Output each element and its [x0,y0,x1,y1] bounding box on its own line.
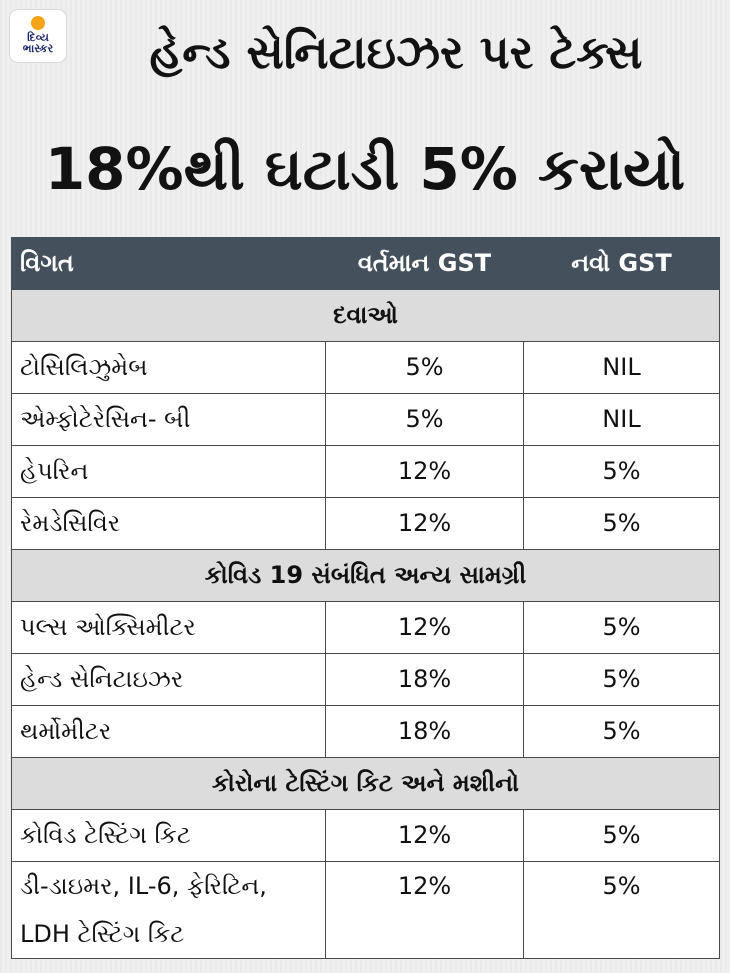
section-row: દવાઓ [11,289,720,342]
headline-line1: હેન્ડ સેનિટાઇઝર પર ટેક્સ [149,25,643,79]
item-name: કોવિડ ટેસ્ટિંગ કિટ [11,809,326,862]
sun-icon [31,16,45,30]
new-gst: 5% [523,809,720,862]
header-new-gst: નવો GST [523,237,720,290]
item-name: ડી-ડાઇમર, IL-6, ફેરિટિન, LDH ટેસ્ટિંગ કિ… [11,861,326,959]
current-gst: 5% [325,341,524,394]
new-gst: 5% [523,653,720,706]
section-title: દવાઓ [11,289,720,342]
current-gst: 18% [325,705,524,758]
item-name: એમ્ફોટેરેસિન- બી [11,393,326,446]
table-row: એમ્ફોટેરેસિન- બી 5% NIL [11,393,720,446]
table-row: ડી-ડાઇમર, IL-6, ફેરિટિન, LDH ટેસ્ટિંગ કિ… [11,861,720,959]
logo-line2: ભાસ્કર [22,42,54,55]
item-name: ટોસિલિઝુમેબ [11,341,326,394]
header-current-gst: વર્તમાન GST [325,237,524,290]
table-header-row: વિગત વર્તમાન GST નવો GST [11,237,720,290]
table-row: ટોસિલિઝુમેબ 5% NIL [11,341,720,394]
gst-table: વિગત વર્તમાન GST નવો GST દવાઓ ટોસિલિઝુમે… [11,237,720,959]
new-gst: 5% [523,601,720,654]
current-gst: 12% [325,861,524,959]
section-title: કોરોના ટેસ્ટિંગ કિટ અને મશીનો [11,757,720,810]
item-name: હેન્ડ સેનિટાઇઝર [11,653,326,706]
new-gst: 5% [523,497,720,550]
item-name: રેમડેસિવિર [11,497,326,550]
brand-logo: દિવ્ય ભાસ્કર [10,10,66,62]
table-row: હેન્ડ સેનિટાઇઝર 18% 5% [11,653,720,706]
current-gst: 5% [325,393,524,446]
table-row: પલ્સ ઓક્સિમીટર 12% 5% [11,601,720,654]
current-gst: 12% [325,497,524,550]
new-gst: NIL [523,341,720,394]
current-gst: 12% [325,809,524,862]
new-gst: 5% [523,445,720,498]
section-row: કોરોના ટેસ્ટિંગ કિટ અને મશીનો [11,757,720,810]
table-row: થર્મોમીટર 18% 5% [11,705,720,758]
item-name-line1: ડી-ડાઇમર, IL-6, ફેરિટિન, [20,872,267,900]
item-name: હેપરિન [11,445,326,498]
section-row: કોવિડ 19 સંબંધિત અન્ય સામગ્રી [11,549,720,602]
new-gst: NIL [523,393,720,446]
header-item: વિગત [11,237,326,290]
item-name: થર્મોમીટર [11,705,326,758]
table-row: કોવિડ ટેસ્ટિંગ કિટ 12% 5% [11,809,720,862]
section-title: કોવિડ 19 સંબંધિત અન્ય સામગ્રી [11,549,720,602]
item-name: પલ્સ ઓક્સિમીટર [11,601,326,654]
current-gst: 18% [325,653,524,706]
table-row: હેપરિન 12% 5% [11,445,720,498]
table-row: રેમડેસિવિર 12% 5% [11,497,720,550]
current-gst: 12% [325,445,524,498]
headline-line2: 18%થી ઘટાડી 5% કરાયો [44,135,686,203]
new-gst: 5% [523,861,720,959]
current-gst: 12% [325,601,524,654]
item-name-line2: LDH ટેસ્ટિંગ કિટ [20,920,185,948]
logo-line1: દિવ્ય [27,31,49,44]
new-gst: 5% [523,705,720,758]
